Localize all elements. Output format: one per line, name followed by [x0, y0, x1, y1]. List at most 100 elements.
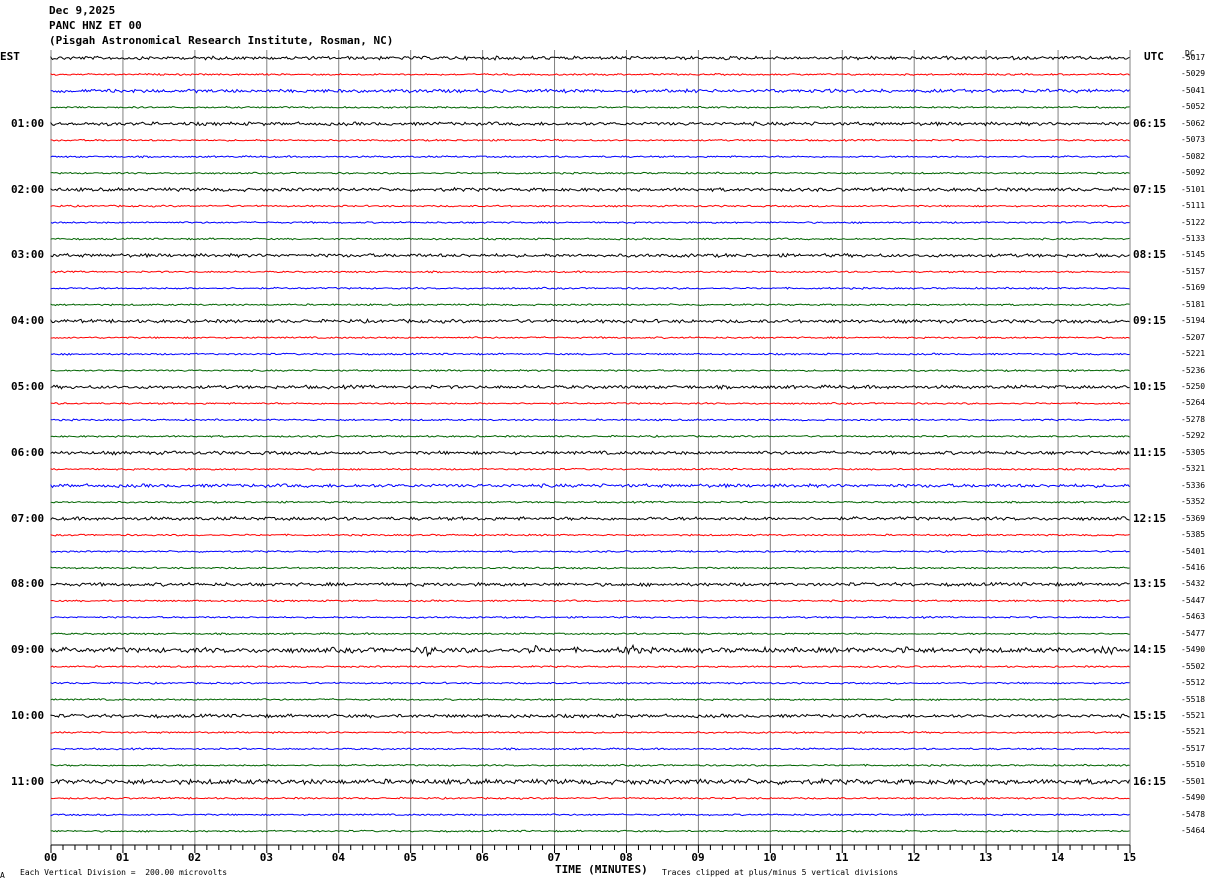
- dc-offset-label: -5512: [1181, 678, 1206, 688]
- dc-offset-label: -5157: [1181, 266, 1206, 276]
- right-hour-label: 06:15: [1133, 116, 1167, 130]
- dc-offset-label: -5336: [1181, 480, 1206, 490]
- dc-offset-label: -5221: [1181, 349, 1206, 359]
- dc-offset-label: -5478: [1181, 809, 1206, 819]
- trace-line: [50, 368, 1130, 373]
- dc-offset-label: -5278: [1181, 414, 1206, 424]
- trace-line: [50, 747, 1130, 751]
- trace-line: [50, 665, 1130, 669]
- corner-mark: A: [0, 871, 5, 880]
- trace-line: [50, 418, 1130, 422]
- left-hour-label: 06:00: [11, 445, 45, 459]
- dc-offset-label: -5169: [1181, 283, 1206, 293]
- dc-offset-label: -5236: [1181, 365, 1206, 375]
- dc-offset-label: -5145: [1181, 250, 1206, 260]
- trace-line: [50, 483, 1130, 489]
- x-tick-label: 14: [1051, 851, 1065, 864]
- dc-offset-label: -5181: [1181, 299, 1206, 309]
- x-tick-label: 03: [259, 851, 274, 864]
- trace-line: [50, 318, 1130, 325]
- dc-offset-label: -5292: [1181, 431, 1206, 441]
- trace-line: [50, 581, 1130, 588]
- dc-offset-label: -5447: [1181, 595, 1206, 605]
- trace-line: [50, 155, 1130, 159]
- dc-offset-label: -5416: [1181, 562, 1206, 572]
- dc-offset-label: -5052: [1181, 102, 1206, 112]
- trace-line: [50, 632, 1130, 636]
- trace-line: [50, 237, 1130, 241]
- right-hour-label: 14:15: [1133, 643, 1167, 657]
- trace-line: [50, 813, 1130, 817]
- trace-line: [50, 730, 1130, 735]
- right-hour-label: 08:15: [1133, 248, 1167, 262]
- trace-line: [50, 449, 1130, 456]
- dc-offset-label: -5518: [1181, 694, 1206, 704]
- dc-offset-label: -5264: [1181, 398, 1206, 408]
- left-hour-label: 04:00: [11, 314, 45, 328]
- trace-line: [50, 186, 1130, 193]
- site-name: (Pisgah Astronomical Research Institute,…: [49, 34, 394, 47]
- dc-offset-label: -5464: [1181, 826, 1206, 836]
- x-tick-label: 07: [547, 851, 561, 864]
- dc-offset-label: -5463: [1181, 612, 1206, 622]
- right-hour-label: 07:15: [1133, 182, 1167, 196]
- trace-line: [50, 286, 1130, 290]
- x-tick-label: 00: [44, 851, 58, 864]
- x-tick-label: 06: [475, 851, 489, 864]
- dc-offset-label: -5521: [1181, 727, 1206, 737]
- dc-offset-label: -5510: [1181, 760, 1206, 770]
- trace-line: [50, 88, 1130, 94]
- dc-offset-label: -5082: [1181, 151, 1206, 161]
- right-hour-label: 15:15: [1133, 709, 1167, 722]
- trace-line: [50, 549, 1130, 554]
- trace-line: [50, 171, 1130, 175]
- left-hour-label: 10:00: [11, 709, 45, 722]
- trace-line: [50, 336, 1130, 340]
- dc-offset-label: -5029: [1181, 69, 1206, 79]
- dc-offset-label: -5194: [1181, 316, 1206, 326]
- trace-line: [50, 615, 1130, 619]
- dc-offset-label: -5207: [1181, 332, 1206, 342]
- left-hour-label: 08:00: [11, 577, 45, 591]
- dc-offset-label: -5122: [1181, 217, 1206, 227]
- trace-line: [50, 303, 1130, 307]
- left-timezone-label: EST: [0, 50, 20, 63]
- dc-label: DC: [1185, 49, 1195, 58]
- trace-line: [50, 270, 1130, 274]
- x-tick-label: 02: [187, 851, 202, 864]
- trace-line: [50, 467, 1130, 471]
- x-tick-label: 08: [619, 851, 633, 864]
- right-hour-label: 13:15: [1133, 577, 1167, 591]
- dc-offset-label: -5369: [1181, 513, 1206, 523]
- trace-line: [50, 138, 1130, 142]
- dc-offset-label: -5502: [1181, 661, 1206, 671]
- plot-date: Dec 9,2025: [49, 4, 116, 17]
- right-hour-label: 11:15: [1133, 445, 1167, 459]
- trace-line: [50, 763, 1130, 767]
- right-timezone-label: UTC: [1144, 50, 1164, 63]
- right-hour-label: 12:15: [1133, 511, 1167, 525]
- x-axis-title: TIME (MINUTES): [555, 863, 648, 876]
- dc-offset-label: -5521: [1181, 711, 1206, 720]
- trace-line: [50, 384, 1130, 391]
- left-hour-label: 11:00: [11, 774, 45, 788]
- left-hour-label: 05:00: [11, 380, 45, 393]
- x-tick-label: 11: [835, 851, 849, 864]
- dc-offset-label: -5101: [1181, 184, 1206, 194]
- x-tick-label: 13: [979, 851, 993, 864]
- left-hour-label: 07:00: [11, 511, 45, 525]
- right-hour-label: 10:15: [1133, 380, 1167, 393]
- trace-line: [50, 121, 1130, 127]
- trace-line: [50, 55, 1130, 62]
- trace-line: [50, 713, 1130, 719]
- clip-note: Traces clipped at plus/minus 5 vertical …: [662, 868, 899, 877]
- dc-offset-label: -5490: [1181, 793, 1206, 803]
- dc-offset-label: -5017: [1181, 53, 1206, 62]
- trace-line: [50, 796, 1130, 800]
- dc-offset-label: -5321: [1181, 464, 1206, 474]
- trace-line: [50, 352, 1130, 356]
- dc-offset-label: -5432: [1181, 579, 1206, 589]
- trace-line: [50, 681, 1130, 685]
- x-tick-label: 04: [331, 851, 345, 864]
- left-hour-label: 03:00: [11, 248, 45, 262]
